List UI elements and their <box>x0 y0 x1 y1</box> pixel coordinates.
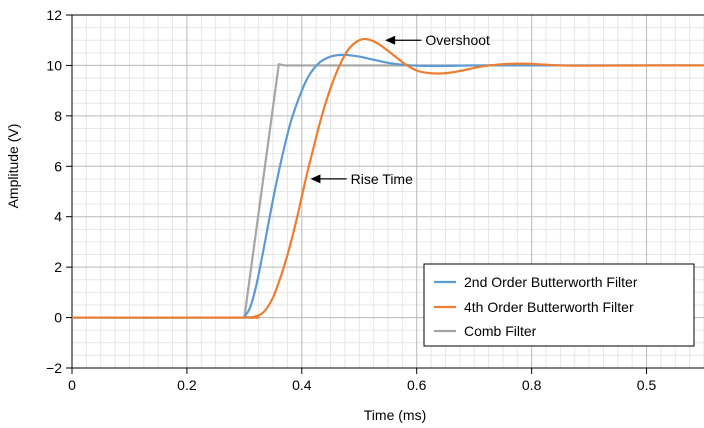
legend-label-comb: Comb Filter <box>464 323 537 339</box>
y-tick-label: 12 <box>46 7 62 23</box>
annotation-rise-time-arrow-head <box>310 174 321 184</box>
annotation-overshoot-label: Overshoot <box>425 32 490 48</box>
axes <box>66 14 704 374</box>
y-tick-label: 6 <box>54 158 62 174</box>
x-tick-label: 0.6 <box>407 377 427 393</box>
legend: 2nd Order Butterworth Filter 4th Order B… <box>423 263 695 347</box>
x-tick-label: 0.8 <box>522 377 542 393</box>
annotation-overshoot-arrow-head <box>385 35 396 45</box>
x-axis-title: Time (ms) <box>364 407 426 423</box>
x-tick-label: 0.5 <box>637 377 657 393</box>
y-tick-label: −2 <box>46 360 62 376</box>
tick-labels: −2 0 2 4 6 8 10 12 0 0.2 0.4 0.6 0.8 0.5 <box>46 7 656 393</box>
legend-box <box>423 263 695 347</box>
x-tick-label: 0 <box>68 377 76 393</box>
x-tick-label: 0.4 <box>292 377 312 393</box>
x-tick-label: 0.2 <box>177 377 197 393</box>
y-tick-label: 2 <box>54 259 62 275</box>
annotations: Overshoot Rise Time <box>310 32 490 187</box>
legend-label-butterworth-4th: 4th Order Butterworth Filter <box>464 299 634 315</box>
y-tick-label: 10 <box>46 57 62 73</box>
y-axis-title: Amplitude (V) <box>5 124 21 209</box>
series-lines <box>71 37 704 319</box>
y-tick-label: 0 <box>54 310 62 326</box>
annotation-rise-time-label: Rise Time <box>351 171 413 187</box>
legend-label-butterworth-2nd: 2nd Order Butterworth Filter <box>464 274 638 290</box>
series-butterworth-4th-line <box>72 37 704 319</box>
y-tick-label: 8 <box>54 108 62 124</box>
series-butterworth-2nd-line <box>71 53 704 319</box>
y-tick-label: 4 <box>54 209 62 225</box>
